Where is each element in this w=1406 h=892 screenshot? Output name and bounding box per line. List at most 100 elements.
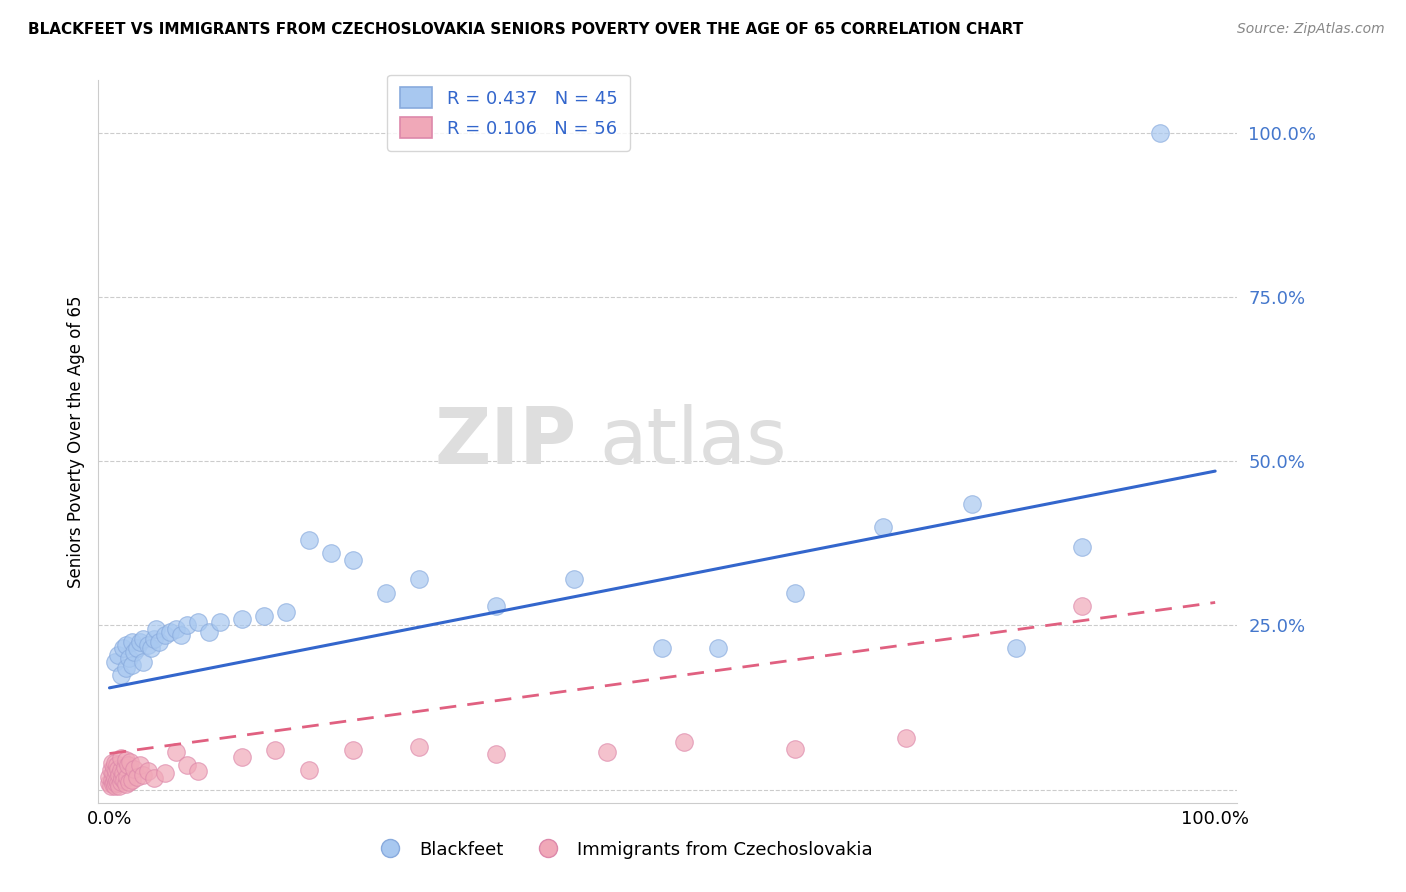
Point (187, 615, 209, 630)
Point (131, 655, 153, 669)
Point (165, 622, 187, 636)
Point (105, 757, 128, 772)
Point (118, 651, 141, 665)
Point (114, 760, 136, 774)
Point (104, 756, 127, 771)
Point (872, 520, 894, 534)
Point (142, 632, 165, 646)
Point (297, 533, 319, 547)
Point (136, 764, 159, 779)
Point (98, 770, 121, 784)
Point (960, 497, 983, 511)
Point (596, 745, 619, 759)
Point (131, 632, 153, 646)
Point (105, 772, 128, 787)
Point (319, 546, 342, 560)
Point (110, 774, 132, 789)
Point (121, 635, 143, 649)
Point (176, 618, 198, 632)
Point (103, 760, 125, 774)
Point (131, 768, 153, 782)
Point (129, 635, 152, 649)
Point (1005, 641, 1028, 656)
Point (103, 774, 125, 789)
Text: atlas: atlas (599, 403, 787, 480)
Point (111, 641, 134, 656)
Point (1149, 126, 1171, 140)
Point (159, 625, 181, 640)
Point (104, 780, 127, 794)
Point (107, 648, 129, 662)
Point (115, 638, 138, 652)
Point (651, 641, 673, 656)
Point (100, 772, 122, 787)
Text: ZIP: ZIP (434, 403, 576, 480)
Point (408, 573, 430, 587)
Point (98, 776, 121, 790)
Point (115, 777, 138, 791)
Point (562, 573, 585, 587)
Point (112, 772, 135, 787)
Point (374, 585, 396, 599)
Point (111, 766, 134, 780)
Point (122, 762, 145, 776)
Text: Source: ZipAtlas.com: Source: ZipAtlas.com (1237, 22, 1385, 37)
Point (121, 657, 143, 672)
Point (894, 731, 917, 746)
Point (100, 763, 122, 777)
Point (783, 742, 806, 756)
Point (108, 768, 131, 782)
Point (110, 763, 132, 777)
Point (253, 608, 276, 623)
Point (120, 755, 142, 769)
Point (127, 770, 149, 784)
Point (101, 766, 124, 780)
Point (101, 777, 124, 791)
Point (153, 766, 176, 780)
Point (118, 774, 141, 789)
Point (110, 667, 132, 681)
Point (110, 751, 132, 765)
Point (231, 612, 253, 626)
Point (264, 743, 287, 757)
Point (187, 764, 209, 779)
Point (122, 645, 145, 659)
Point (342, 553, 364, 567)
Point (408, 739, 430, 754)
Point (115, 770, 138, 784)
Point (165, 745, 187, 759)
Point (100, 780, 122, 794)
Point (297, 763, 319, 777)
Point (129, 757, 152, 772)
Point (485, 599, 508, 613)
Point (231, 749, 253, 764)
Point (1071, 599, 1094, 613)
Text: BLACKFEET VS IMMIGRANTS FROM CZECHOSLOVAKIA SENIORS POVERTY OVER THE AGE OF 65 C: BLACKFEET VS IMMIGRANTS FROM CZECHOSLOVA… (28, 22, 1024, 37)
Point (108, 780, 131, 794)
Point (105, 776, 128, 790)
Point (153, 628, 176, 642)
Point (673, 735, 696, 749)
Point (136, 638, 159, 652)
Point (111, 771, 134, 785)
Legend: Blackfeet, Immigrants from Czechoslovakia: Blackfeet, Immigrants from Czechoslovaki… (364, 834, 880, 866)
Point (115, 753, 138, 767)
Point (276, 605, 298, 619)
Point (209, 615, 232, 630)
Point (783, 585, 806, 599)
Point (176, 757, 198, 772)
Point (104, 655, 127, 669)
Point (342, 743, 364, 757)
Point (105, 764, 128, 779)
Point (485, 747, 508, 761)
Point (107, 776, 129, 790)
Point (141, 641, 163, 656)
Point (117, 757, 139, 772)
Point (145, 622, 167, 636)
Y-axis label: Seniors Poverty Over the Age of 65: Seniors Poverty Over the Age of 65 (66, 295, 84, 588)
Point (104, 771, 127, 785)
Point (706, 641, 728, 656)
Point (121, 772, 143, 787)
Point (148, 635, 170, 649)
Point (170, 628, 193, 642)
